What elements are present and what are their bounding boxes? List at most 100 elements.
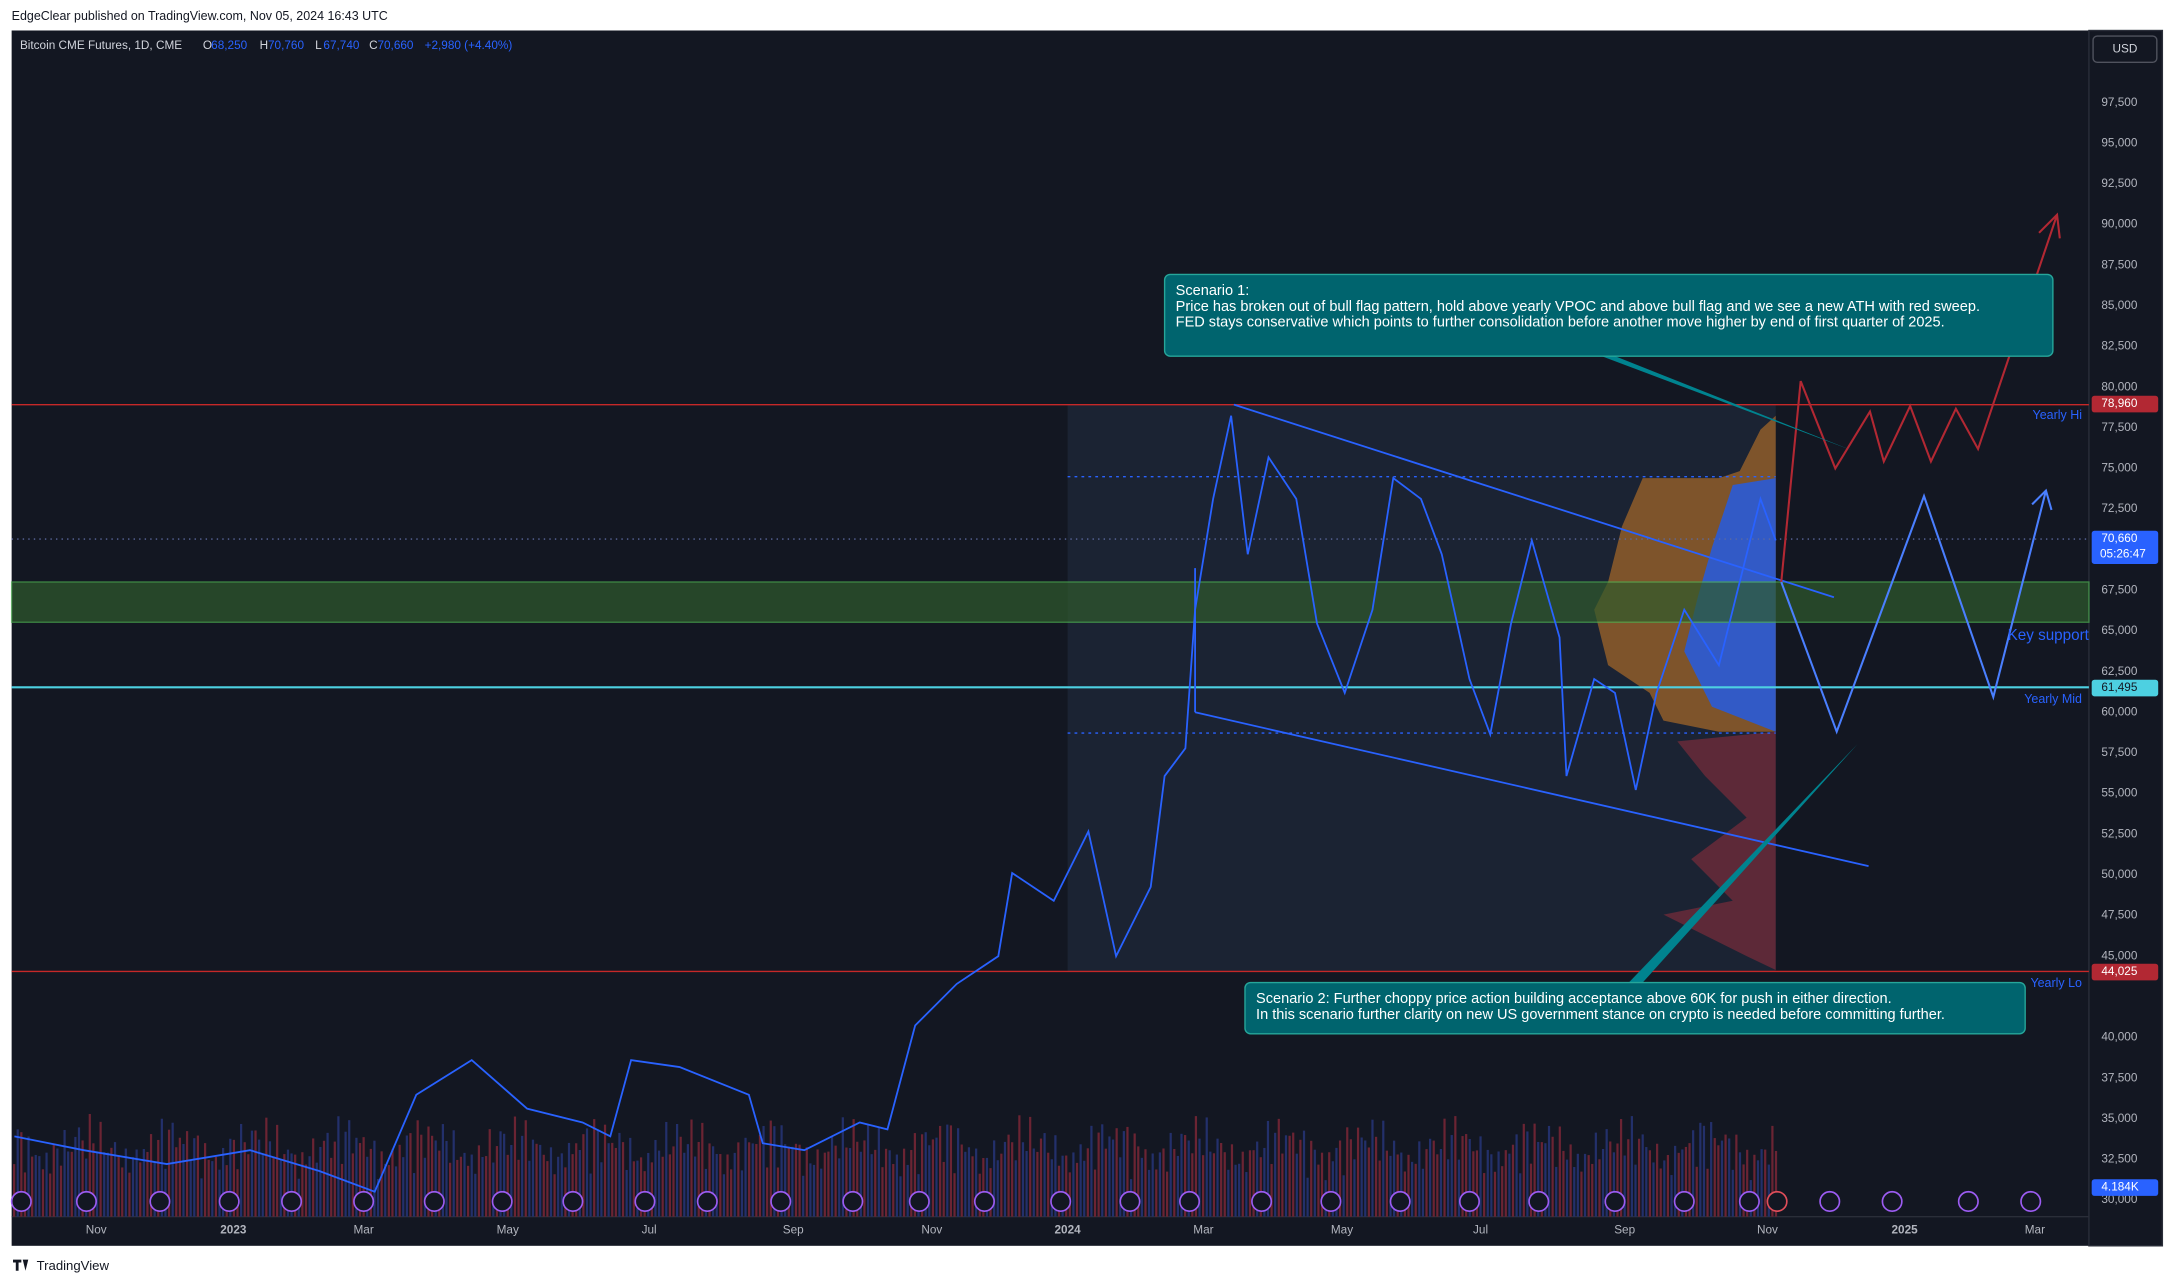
volume-bar: [1338, 1140, 1342, 1217]
event-icon: [1320, 1190, 1342, 1212]
volume-bar: [629, 1137, 632, 1217]
volume-bar: [322, 1140, 326, 1217]
volume-bar: [160, 1118, 163, 1217]
volume-bar: [1256, 1141, 1259, 1217]
price-tick-label: 35,000: [2101, 1112, 2137, 1125]
volume-bar: [438, 1150, 441, 1217]
volume-bar: [1385, 1150, 1388, 1217]
volume-bar: [1583, 1153, 1587, 1217]
volume-bar: [380, 1151, 383, 1217]
price-tag-label: 78,960: [2101, 397, 2137, 410]
volume-bar: [225, 1165, 228, 1217]
volume-bar: [1645, 1147, 1648, 1217]
volume-bar: [596, 1129, 599, 1217]
volume-bar: [391, 1149, 394, 1217]
volume-bar: [503, 1133, 506, 1217]
price-tick-label: 60,000: [2101, 705, 2137, 718]
volume-bar: [931, 1139, 935, 1217]
volume-bar: [1774, 1150, 1778, 1217]
currency-button[interactable]: [2092, 35, 2158, 64]
volume-bar: [1248, 1150, 1252, 1217]
volume-bar: [387, 1165, 390, 1217]
volume-bar: [1627, 1139, 1630, 1217]
volume-bar: [1728, 1138, 1731, 1217]
volume-bar: [1655, 1143, 1659, 1217]
scenario-2-path: [1780, 490, 2047, 735]
volume-bar: [513, 1116, 517, 1217]
volume-bar: [1284, 1135, 1288, 1217]
volume-bar: [34, 1154, 37, 1217]
volume-bar: [384, 1163, 387, 1217]
volume-bar: [1111, 1139, 1115, 1217]
price-tick-label: 57,500: [2101, 746, 2137, 759]
volume-bar: [971, 1156, 974, 1217]
volume-bar: [1216, 1138, 1219, 1217]
volume-bar: [888, 1150, 891, 1217]
volume-bar: [1331, 1161, 1334, 1217]
volume-bar: [1011, 1142, 1014, 1217]
volume-bar: [794, 1143, 798, 1217]
volume-bar: [286, 1149, 290, 1217]
volume-bar: [470, 1154, 473, 1217]
volume-bar: [773, 1126, 776, 1217]
volume-bar: [405, 1135, 408, 1217]
volume-bar: [1735, 1134, 1738, 1217]
volume-bar: [20, 1132, 23, 1217]
volume-bar: [1367, 1147, 1370, 1217]
volume-bar: [1681, 1149, 1684, 1217]
event-icon: [423, 1190, 445, 1212]
volume-bar: [1400, 1152, 1403, 1217]
volume-bar: [157, 1139, 160, 1217]
volume-bar: [1003, 1141, 1007, 1217]
volume-bar: [1742, 1164, 1745, 1217]
volume-bar: [463, 1152, 466, 1217]
volume-bar: [870, 1154, 873, 1217]
event-icon: [1604, 1190, 1626, 1212]
time-tick-label: Sep: [1614, 1224, 1635, 1237]
volume-bar: [737, 1142, 740, 1217]
volume-bar: [957, 1128, 960, 1217]
volume-bar: [1299, 1139, 1302, 1217]
volume-bar: [1093, 1169, 1097, 1217]
volume-bar: [1306, 1177, 1309, 1217]
volume-bar: [1209, 1151, 1212, 1217]
event-icon: [973, 1190, 995, 1212]
key-support-zone: [10, 581, 2090, 623]
volume-bar: [679, 1136, 682, 1217]
event-icon: [10, 1190, 32, 1212]
volume-bar: [1699, 1122, 1702, 1217]
volume-bar: [1115, 1128, 1118, 1217]
event-icon: [1119, 1190, 1141, 1212]
volume-bar: [412, 1173, 416, 1217]
volume-bar: [1540, 1142, 1543, 1217]
price-tag-label: 44,025: [2101, 965, 2137, 978]
volume-bar: [308, 1156, 311, 1217]
volume-bar: [1263, 1147, 1266, 1217]
volume-bar: [1075, 1162, 1079, 1217]
price-tick-label: 65,000: [2101, 624, 2137, 637]
volume-bar: [531, 1139, 535, 1217]
volume-bar: [268, 1141, 272, 1217]
volume-bar: [1266, 1120, 1270, 1217]
volume-bar: [924, 1132, 927, 1217]
volume-bar: [913, 1133, 916, 1217]
volume-bar: [1396, 1154, 1399, 1217]
volume-bar: [1479, 1136, 1482, 1217]
event-icon: [1819, 1190, 1841, 1212]
volume-bar: [1180, 1133, 1183, 1217]
volume-bar: [142, 1149, 145, 1217]
volume-bar: [848, 1148, 852, 1217]
volume-bar: [250, 1130, 254, 1217]
volume-bar: [218, 1169, 221, 1217]
volume-bar: [1407, 1154, 1410, 1217]
volume-bar: [866, 1125, 870, 1217]
volume-bar: [488, 1129, 491, 1217]
event-icon: [1738, 1190, 1760, 1212]
volume-bar: [1364, 1140, 1367, 1217]
volume-bar: [1039, 1138, 1043, 1217]
volume-bar: [85, 1158, 88, 1217]
volume-bar: [1576, 1153, 1579, 1217]
volume-bar: [1259, 1157, 1262, 1217]
volume-bar: [333, 1141, 336, 1217]
volume-bar: [521, 1135, 524, 1217]
